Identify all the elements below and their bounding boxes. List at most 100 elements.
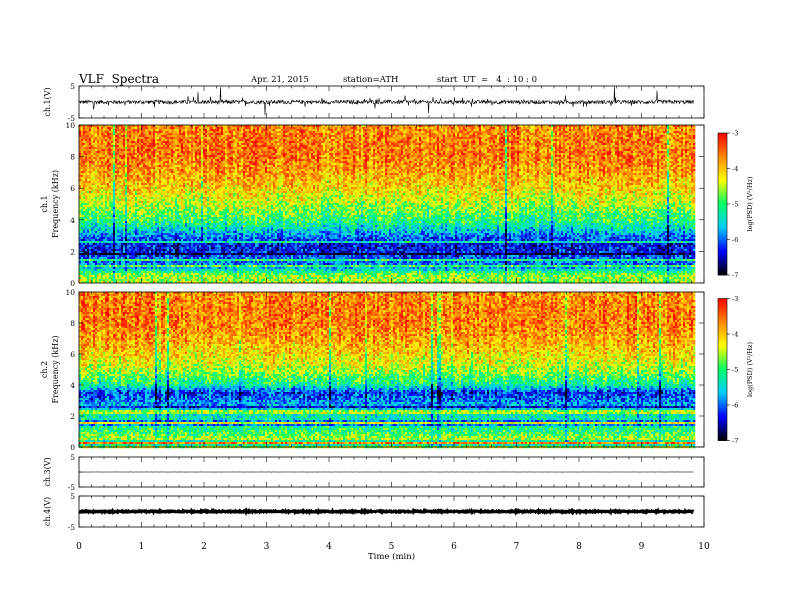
- spectrogram-cell: [175, 127, 177, 129]
- spectrogram-cell: [129, 127, 131, 129]
- spectrogram-cell: [229, 127, 231, 129]
- spectrogram-cell: [197, 129, 199, 131]
- spectrogram-cell: [439, 127, 441, 129]
- spectrogram-cell: [501, 127, 503, 129]
- ch1-spectrogram-panel: 0246810ch.1 Frequency (kHz): [40, 121, 704, 288]
- waveform-trace: [79, 87, 694, 115]
- spectrogram-cell: [185, 127, 187, 129]
- spectrogram-cell: [297, 127, 299, 129]
- spectrogram-cell: [371, 129, 373, 131]
- spectrogram-cell: [499, 127, 501, 129]
- spectrogram-cell: [271, 129, 273, 131]
- spectrogram-cell: [279, 127, 281, 129]
- spectrogram-cell: [285, 127, 287, 129]
- spectrogram-cell: [681, 127, 683, 129]
- spectrogram-cell: [255, 127, 257, 129]
- spectrogram-cell: [563, 127, 565, 129]
- spectrogram-cell: [469, 127, 471, 129]
- spectrogram-cell: [137, 127, 139, 129]
- spectrogram-cell: [435, 129, 437, 131]
- spectrogram-cell: [499, 129, 501, 131]
- spectrogram-cell: [419, 129, 421, 131]
- spectrogram-cell: [323, 127, 325, 129]
- spectrogram-cell: [261, 129, 263, 131]
- spectrogram-cell: [507, 127, 509, 129]
- spectrogram-cell: [473, 129, 475, 131]
- spectrogram-cell: [481, 129, 483, 131]
- spectrogram-cell: [385, 127, 387, 129]
- spectrogram-cell: [455, 129, 457, 131]
- spectrogram-cell: [429, 127, 431, 129]
- spectrogram-cell: [239, 129, 241, 131]
- spectrogram-cell: [313, 129, 315, 131]
- spectrogram-cell: [309, 129, 311, 131]
- spectrogram-cell: [245, 127, 247, 129]
- spectrogram-cell: [233, 129, 235, 131]
- spectrogram-cell: [211, 129, 213, 131]
- spectrogram-cell: [193, 127, 195, 129]
- spectrogram-cell: [321, 129, 323, 131]
- spectrogram-cell: [289, 129, 291, 131]
- spectrogram-cell: [581, 127, 583, 129]
- spectrogram-cell: [441, 129, 443, 131]
- spectrogram-cell: [183, 129, 185, 131]
- spectrogram-cell: [417, 127, 419, 129]
- spectrogram-cell: [99, 129, 101, 131]
- spectrogram-cell: [509, 129, 511, 131]
- spectrogram-cell: [487, 129, 489, 131]
- spectrogram-cell: [423, 129, 425, 131]
- spectrogram-cell: [139, 127, 141, 129]
- spectrogram-cell: [181, 127, 183, 129]
- spectrogram-cell: [295, 127, 297, 129]
- spectrogram-cell: [165, 127, 167, 129]
- spectrogram-cell: [437, 127, 439, 129]
- spectrogram-cell: [211, 127, 213, 129]
- spectrogram-cell: [401, 127, 403, 129]
- spectrogram-cell: [281, 129, 283, 131]
- spectrogram-cell: [643, 127, 645, 129]
- spectrogram-cell: [199, 127, 201, 129]
- spectrogram-cell: [117, 129, 119, 131]
- spectrogram-cell: [307, 127, 309, 129]
- spectrogram-cell: [359, 129, 361, 131]
- spectrogram-cell: [393, 129, 395, 131]
- spectrogram-cell: [223, 129, 225, 131]
- spectrogram-cell: [663, 127, 665, 129]
- spectrogram-cell: [243, 127, 245, 129]
- spectrogram-cell: [555, 127, 557, 129]
- spectrogram-cell: [685, 127, 687, 129]
- spectrogram-cell: [357, 127, 359, 129]
- spectrogram-cell: [219, 129, 221, 131]
- spectrogram-cell: [149, 129, 151, 131]
- spectrogram-cell: [667, 127, 669, 129]
- spectrogram-cell: [267, 129, 269, 131]
- spectrogram-cell: [195, 129, 197, 131]
- spectrogram-cell: [125, 129, 127, 131]
- spectrogram-cell: [353, 129, 355, 131]
- spectrogram-cell: [289, 127, 291, 129]
- spectrogram-cell: [233, 127, 235, 129]
- spectrogram-cell: [275, 127, 277, 129]
- spectrogram-cell: [297, 129, 299, 131]
- spectrogram-cell: [339, 127, 341, 129]
- spectrogram-cell: [419, 127, 421, 129]
- spectrogram-cell: [347, 129, 349, 131]
- spectrogram-cell: [433, 129, 435, 131]
- spectrogram-cell: [147, 129, 149, 131]
- spectrogram-cell: [503, 129, 505, 131]
- y-axis-label: ch.1(V): [43, 87, 52, 116]
- spectrogram-cell: [123, 127, 125, 129]
- spectrogram-cell: [373, 129, 375, 131]
- spectrogram-cell: [365, 129, 367, 131]
- spectrogram-cell: [565, 127, 567, 129]
- spectrogram-cell: [399, 129, 401, 131]
- spectrogram-cell: [549, 127, 551, 129]
- spectrogram-cell: [587, 127, 589, 129]
- spectrogram-cell: [143, 129, 145, 131]
- spectrogram-cell: [225, 127, 227, 129]
- spectrogram-cell: [449, 127, 451, 129]
- spectrogram-cell: [163, 127, 165, 129]
- spectrogram-cell: [313, 127, 315, 129]
- spectrogram-cell: [91, 129, 93, 131]
- spectrogram-cell: [279, 129, 281, 131]
